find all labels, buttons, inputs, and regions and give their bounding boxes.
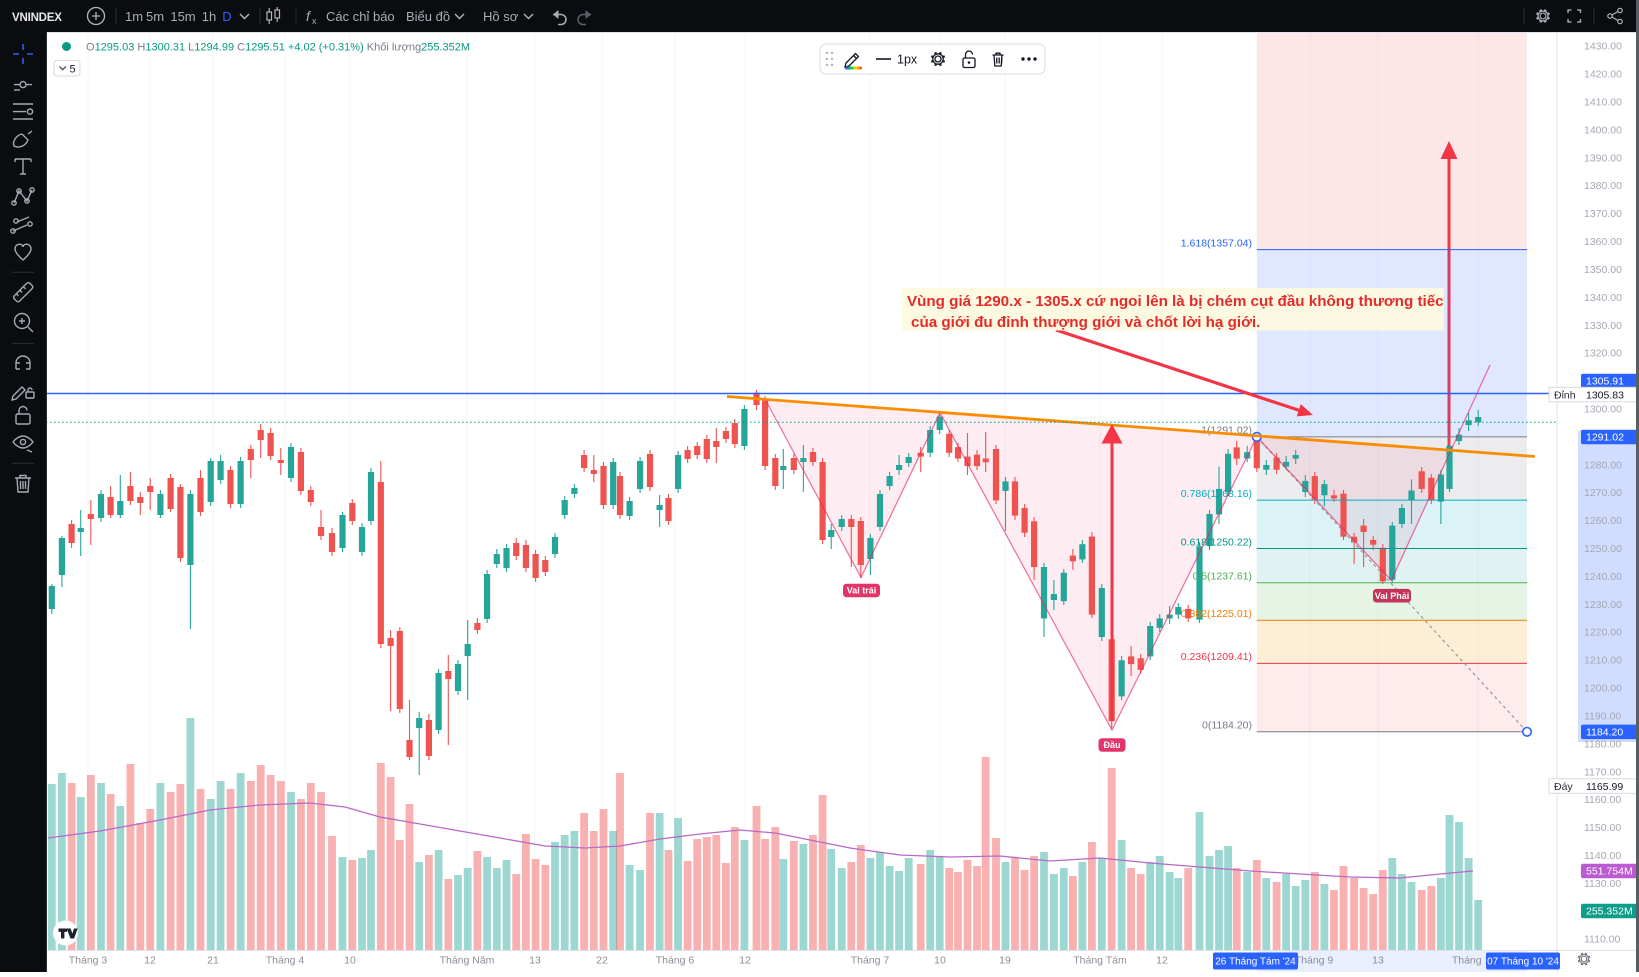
svg-text:Tháng 9: Tháng 9: [1295, 955, 1334, 967]
svg-text:0.618(1250.22): 0.618(1250.22): [1181, 536, 1252, 548]
svg-text:Vai trái: Vai trái: [847, 586, 877, 596]
svg-text:Biểu đồ: Biểu đồ: [406, 9, 450, 24]
svg-text:0.382(1225.01): 0.382(1225.01): [1181, 608, 1252, 620]
svg-text:1230.00: 1230.00: [1584, 599, 1622, 611]
svg-text:1220.00: 1220.00: [1584, 627, 1622, 639]
svg-text:1340.00: 1340.00: [1584, 292, 1622, 304]
svg-text:1305.83: 1305.83: [1586, 389, 1624, 401]
svg-text:13: 13: [1372, 955, 1384, 967]
svg-text:1270.00: 1270.00: [1584, 487, 1622, 499]
svg-text:0(1184.20): 0(1184.20): [1202, 720, 1252, 732]
svg-text:Tháng 3: Tháng 3: [69, 955, 108, 967]
svg-text:26 Tháng Tám '24: 26 Tháng Tám '24: [1215, 957, 1296, 968]
svg-text:21: 21: [207, 955, 219, 967]
svg-text:1210.00: 1210.00: [1584, 655, 1622, 667]
svg-text:1200.00: 1200.00: [1584, 683, 1622, 695]
svg-text:Hồ sơ: Hồ sơ: [483, 9, 519, 24]
svg-text:Tháng 10: Tháng 10: [1452, 955, 1497, 967]
svg-text:1430.00: 1430.00: [1584, 41, 1622, 53]
svg-text:1184.20: 1184.20: [1586, 727, 1623, 739]
svg-text:1h: 1h: [202, 9, 216, 24]
svg-text:12: 12: [1156, 955, 1168, 967]
svg-text:5: 5: [70, 64, 76, 76]
svg-text:13: 13: [529, 955, 541, 967]
svg-text:1240.00: 1240.00: [1584, 571, 1622, 583]
svg-text:Đáy: Đáy: [1554, 781, 1573, 793]
svg-text:255.352M: 255.352M: [1586, 906, 1633, 918]
svg-text:1370.00: 1370.00: [1584, 208, 1622, 220]
svg-text:1291.02: 1291.02: [1586, 432, 1624, 444]
svg-text:VNINDEX: VNINDEX: [12, 12, 62, 24]
svg-text:Vùng giá 1290.x - 1305.x cứ ng: Vùng giá 1290.x - 1305.x cứ ngoi lên là …: [907, 293, 1444, 310]
svg-text:12: 12: [739, 955, 751, 967]
svg-text:0.786(1268.16): 0.786(1268.16): [1181, 488, 1252, 500]
svg-text:Tháng 4: Tháng 4: [266, 955, 305, 967]
svg-text:của giới đu đỉnh thượng giới v: của giới đu đỉnh thượng giới và chốt lời…: [911, 314, 1260, 331]
svg-text:0.5(1237.61): 0.5(1237.61): [1192, 571, 1252, 583]
svg-text:1305.91: 1305.91: [1586, 376, 1624, 388]
svg-text:x: x: [312, 16, 317, 26]
svg-text:Đầu: Đầu: [1103, 740, 1120, 750]
svg-text:1140.00: 1140.00: [1584, 850, 1621, 862]
svg-text:1160.00: 1160.00: [1584, 794, 1621, 806]
svg-text:1360.00: 1360.00: [1584, 236, 1622, 248]
svg-text:Tháng Tám: Tháng Tám: [1073, 955, 1127, 967]
svg-text:f: f: [306, 8, 312, 24]
svg-text:10: 10: [934, 955, 946, 967]
svg-text:10: 10: [344, 955, 356, 967]
svg-text:1130.00: 1130.00: [1584, 878, 1621, 890]
svg-text:1m: 1m: [125, 9, 143, 24]
svg-text:1380.00: 1380.00: [1584, 180, 1622, 192]
svg-text:1350.00: 1350.00: [1584, 264, 1622, 276]
svg-text:D: D: [222, 9, 231, 24]
svg-text:1260.00: 1260.00: [1584, 515, 1622, 527]
svg-text:1px: 1px: [897, 53, 918, 67]
svg-text:Tháng 6: Tháng 6: [656, 955, 695, 967]
svg-text:1420.00: 1420.00: [1584, 69, 1622, 81]
svg-text:Vai Phải: Vai Phải: [1375, 591, 1410, 601]
svg-text:Đỉnh: Đỉnh: [1554, 389, 1576, 401]
svg-text:O1295.03 H1300.31 L1294.99 C12: O1295.03 H1300.31 L1294.99 C1295.51 +4.0…: [86, 42, 470, 54]
svg-text:Tháng Năm: Tháng Năm: [440, 955, 495, 967]
svg-text:12: 12: [144, 955, 156, 967]
svg-text:1400.00: 1400.00: [1584, 124, 1622, 136]
svg-text:Các chỉ báo: Các chỉ báo: [326, 9, 395, 24]
svg-text:22: 22: [596, 955, 608, 967]
svg-text:1410.00: 1410.00: [1584, 97, 1622, 109]
svg-text:1330.00: 1330.00: [1584, 320, 1622, 332]
svg-text:19: 19: [999, 955, 1011, 967]
svg-text:0.236(1209.41): 0.236(1209.41): [1181, 651, 1252, 663]
svg-text:1165.99: 1165.99: [1586, 781, 1623, 793]
svg-text:1150.00: 1150.00: [1584, 822, 1621, 834]
svg-text:1170.00: 1170.00: [1584, 766, 1621, 778]
svg-text:1280.00: 1280.00: [1584, 459, 1622, 471]
svg-text:1250.00: 1250.00: [1584, 543, 1622, 555]
svg-text:1390.00: 1390.00: [1584, 152, 1622, 164]
svg-text:1320.00: 1320.00: [1584, 348, 1622, 360]
svg-text:1180.00: 1180.00: [1584, 738, 1621, 750]
svg-text:1.618(1357.04): 1.618(1357.04): [1181, 237, 1252, 249]
svg-text:1110.00: 1110.00: [1584, 934, 1621, 946]
svg-text:07 Tháng 10 '24: 07 Tháng 10 '24: [1487, 957, 1559, 968]
svg-text:551.754M: 551.754M: [1586, 866, 1633, 878]
svg-text:15m: 15m: [170, 9, 195, 24]
svg-text:1190.00: 1190.00: [1584, 711, 1621, 723]
svg-text:1300.00: 1300.00: [1584, 404, 1622, 416]
svg-text:Tháng 7: Tháng 7: [851, 955, 890, 967]
svg-text:5m: 5m: [146, 9, 164, 24]
